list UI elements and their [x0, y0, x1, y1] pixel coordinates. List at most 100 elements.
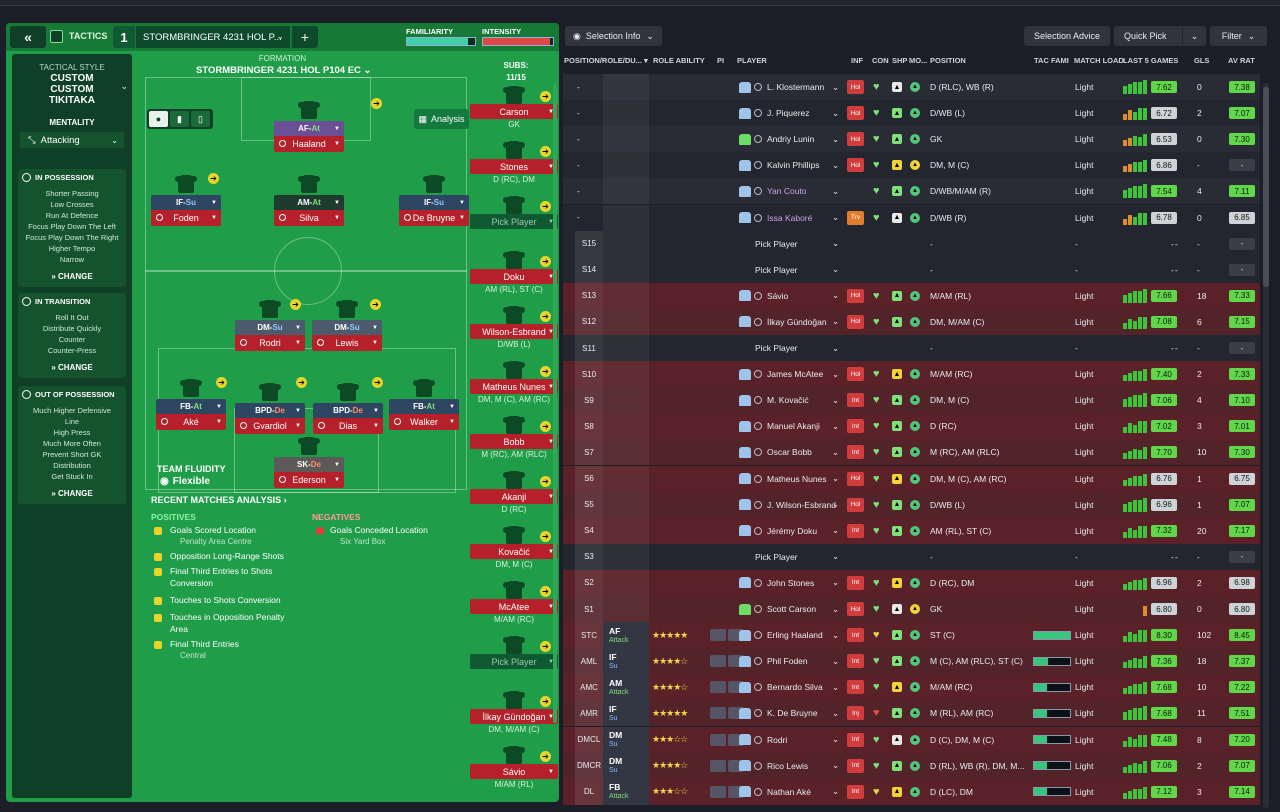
player-cell[interactable]: Issa Kaboré	[739, 205, 812, 231]
chevron-down-icon[interactable]: ⌄	[120, 81, 128, 91]
chevron-down-icon[interactable]: ⌄	[832, 473, 840, 483]
table-row[interactable]: S8 Manuel Akanji ⌄ Int ♥ ▲ ▲ D (RC) Light 7.02 3 7.…	[563, 413, 1260, 440]
table-row[interactable]: S4 Jérémy Doku ⌄ Int ♥ ▲ ▲ AM (RL), ST (C) Light…	[563, 517, 1260, 544]
player-cell[interactable]: Jérémy Doku	[739, 518, 817, 544]
pitch-player-chip[interactable]: FB - At ▼ Aké ▼	[156, 399, 226, 430]
player-name[interactable]: Andriy Lunin	[767, 134, 815, 145]
player-name[interactable]: Manuel Akanji	[767, 421, 820, 432]
player-role[interactable]: SK - De ▼	[274, 457, 344, 472]
sub-chip[interactable]: Bobb ▼ M (RC), AM (RLC)	[470, 434, 558, 459]
player-role[interactable]: BPD - De ▼	[235, 403, 305, 418]
table-row[interactable]: STC AF Attack ★★★★★ Erling Haaland ⌄ Int ♥ ▲ ▲ ST …	[563, 622, 1260, 649]
pitch-view-button[interactable]: ▯	[191, 111, 210, 127]
col-shp[interactable]: SHP	[892, 56, 908, 65]
col-mo[interactable]: MO...	[909, 56, 928, 65]
player-cell[interactable]: Scott Carson	[739, 596, 816, 622]
player-role[interactable]: FB - At ▼	[389, 399, 459, 414]
player-name[interactable]: J. Wilson-Esbrand	[767, 499, 836, 510]
player-role[interactable]: AF - At ▼	[274, 121, 344, 136]
intensity-bar[interactable]	[482, 37, 554, 46]
quick-pick-button[interactable]: Quick Pick ⌄	[1114, 26, 1206, 46]
table-row[interactable]: S3 Pick Player ⌄ - - - - - -	[563, 543, 1260, 570]
table-row[interactable]: S7 Oscar Bobb ⌄ Int ♥ ▲ ▲ M (RC), AM (RLC) Light…	[563, 439, 1260, 466]
player-name[interactable]: Scott Carson	[767, 604, 817, 614]
player-name[interactable]: J. Piquerez	[767, 108, 810, 119]
sub-name[interactable]: Sávio ▼	[470, 764, 558, 779]
subs-scrollbar[interactable]	[553, 83, 557, 723]
player-name[interactable]: Oscar Bobb	[767, 447, 812, 458]
player-name[interactable]: Rodri ▼	[235, 335, 305, 351]
pitch-player-chip[interactable]: AM - At ▼ Silva ▼	[274, 195, 344, 226]
pitch-player-chip[interactable]: IF - Su ▼ Foden ▼	[151, 195, 221, 226]
player-cell[interactable]: Sávio	[739, 283, 788, 309]
player-name[interactable]: Rico Lewis	[767, 760, 809, 771]
analysis-button[interactable]: ▦ Analysis	[414, 109, 469, 129]
sub-name[interactable]: Akanji ▼	[470, 489, 558, 504]
player-name[interactable]: Matheus Nunes	[767, 473, 827, 484]
player-cell[interactable]: J. Wilson-Esbrand	[739, 492, 836, 518]
chevron-down-icon[interactable]: ⌄	[832, 786, 840, 797]
sub-chip[interactable]: Doku ▼ AM (RL), ST (C)	[470, 269, 558, 294]
sub-chip[interactable]: Pick Player ▼	[470, 214, 558, 230]
stats-view-button[interactable]: ▮	[170, 111, 189, 127]
player-role[interactable]: DM - Su ▼	[235, 320, 305, 335]
sub-name[interactable]: Stones ▼	[470, 159, 558, 174]
role-block[interactable]: IF Su	[603, 700, 649, 727]
sub-chip[interactable]: Sávio ▼ M/AM (RL)	[470, 764, 558, 789]
role-block[interactable]: DM Su	[603, 752, 649, 779]
sub-chip[interactable]: Kovačić ▼ DM, M (C)	[470, 544, 558, 569]
chevron-down-icon[interactable]: ⌄	[832, 603, 840, 614]
player-name[interactable]: Nathan Aké	[767, 786, 811, 797]
pitch-player-chip[interactable]: AF - At ▼ Haaland ▼	[274, 121, 344, 152]
pitch-player-chip[interactable]: BPD - De ▼ Gvardiol ▼	[235, 403, 305, 434]
chevron-down-icon[interactable]: ⌄	[832, 107, 840, 118]
player-name[interactable]: Gvardiol ▼	[235, 418, 305, 434]
role-block[interactable]: DM Su	[603, 726, 649, 753]
col-player[interactable]: PLAYER	[737, 56, 767, 65]
player-cell[interactable]: John Stones	[739, 570, 814, 596]
player-role[interactable]: FB - At ▼	[156, 399, 226, 414]
col-tac-fam[interactable]: TAC FAMI	[1034, 56, 1069, 65]
table-row[interactable]: DMCL DM Su ★★★☆☆ Rodri ⌄ Int ♥ ▲ ▲ D (C), DM, M (C…	[563, 726, 1260, 753]
chevron-down-icon[interactable]: ⌄	[832, 212, 840, 222]
tactic-slot[interactable]: 1	[113, 26, 135, 48]
table-row[interactable]: AML IF Su ★★★★☆ Phil Foden ⌄ Int ♥ ▲ ▲ M (C), AM (…	[563, 648, 1260, 675]
sub-name[interactable]: Bobb ▼	[470, 434, 558, 449]
pitch-player-chip[interactable]: SK - De ▼ Ederson ▼	[274, 457, 344, 488]
chevron-down-icon[interactable]: ⌄	[832, 629, 840, 640]
player-name[interactable]: Haaland ▼	[274, 136, 344, 152]
chevron-down-icon[interactable]: ⌄	[832, 577, 840, 588]
table-row[interactable]: AMR IF Su ★★★★★ K. De Bruyne ⌄ Inj ♥ ▲ ▲ M (RL), A…	[563, 700, 1260, 727]
player-name[interactable]: Kalvin Phillips	[767, 160, 820, 171]
player-name[interactable]: K. De Bruyne	[767, 708, 818, 719]
chevron-down-icon[interactable]: ⌄	[832, 185, 840, 196]
sub-name[interactable]: Pick Player ▼	[470, 214, 558, 229]
table-row[interactable]: - Andriy Lunin ⌄ Hol ♥ ▲ ▲ GK Light 6.53 0 7.30	[563, 126, 1260, 153]
role-block[interactable]: AF Attack	[603, 622, 649, 649]
pick-player-dropdown[interactable]: Pick Player	[755, 231, 798, 257]
table-row[interactable]: S12 İlkay Gündoğan ⌄ Hol ♥ ▲ ▲ DM, M/AM (C) Ligh…	[563, 308, 1260, 335]
chevron-down-icon[interactable]: ⌄	[832, 655, 840, 666]
chevron-down-icon[interactable]: ⌄	[832, 368, 840, 379]
col-gls[interactable]: GLS	[1194, 56, 1210, 65]
sub-name[interactable]: Matheus Nunes ▼	[470, 379, 558, 394]
player-name[interactable]: Rodri	[767, 734, 788, 745]
player-name[interactable]: Lewis ▼	[312, 335, 382, 351]
player-name[interactable]: James McAtee	[767, 369, 824, 380]
role-block[interactable]: IF Su	[603, 648, 649, 675]
table-row[interactable]: DMCR DM Su ★★★★☆ Rico Lewis ⌄ Int ♥ ▲ ▲ D (RL), WB…	[563, 752, 1260, 779]
pick-player-dropdown[interactable]: Pick Player	[755, 257, 798, 283]
chevron-down-icon[interactable]: ⌄	[832, 133, 840, 144]
sub-chip[interactable]: Carson ▼ GK	[470, 104, 558, 129]
col-position-role[interactable]: POSITION/ROLE/DU... ▾	[564, 56, 648, 65]
chevron-down-icon[interactable]: ⌄	[832, 316, 840, 327]
player-name[interactable]: Dias ▼	[313, 418, 383, 434]
sub-chip[interactable]: McAtee ▼ M/AM (RC)	[470, 599, 558, 624]
table-row[interactable]: S1 Scott Carson ⌄ Hol ♥ ▲ ▲ GK Light 6.80 0 6.80	[563, 596, 1260, 622]
chevron-down-icon[interactable]: ⌄	[832, 394, 840, 405]
sub-name[interactable]: İlkay Gündoğan ▼	[470, 709, 558, 724]
chevron-down-icon[interactable]: ⌄	[832, 734, 840, 744]
chevron-down-icon[interactable]: ⌄	[832, 760, 840, 771]
col-role-ability[interactable]: ROLE ABILITY	[653, 56, 705, 65]
info-view-button[interactable]: ●	[149, 111, 168, 127]
